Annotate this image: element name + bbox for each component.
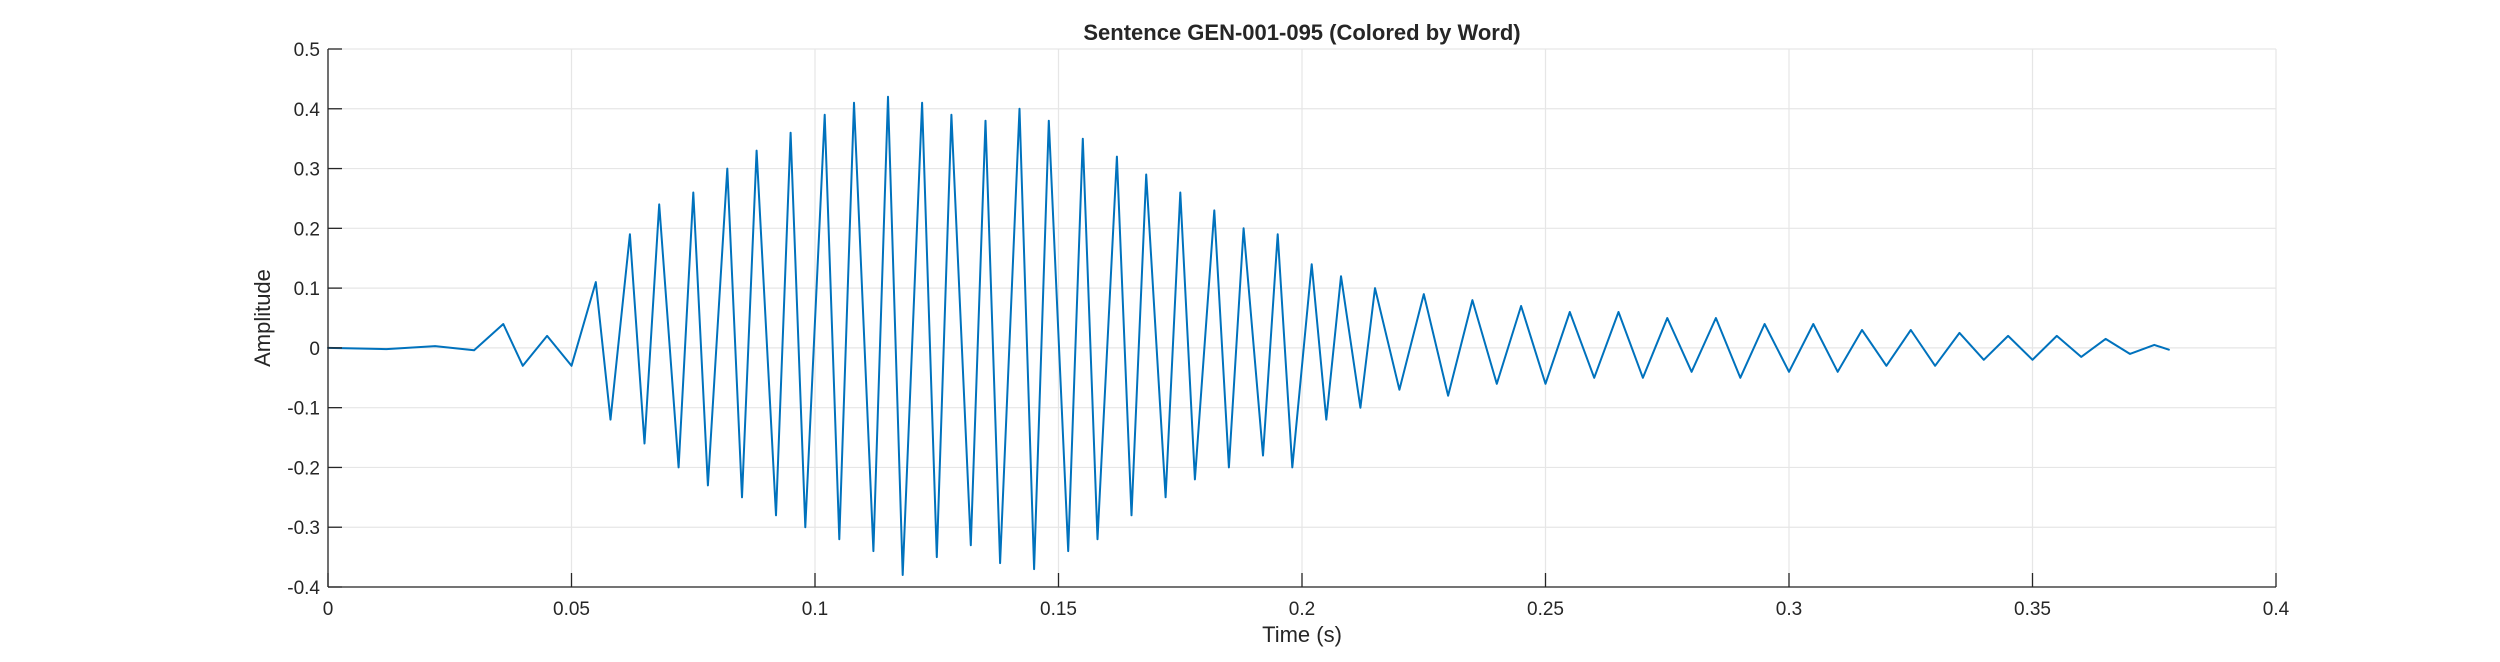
tick-labels: 0 0.05 0.1 0.15 0.2 0.25 0.3 0.35 0.4 -0.4 -0.3 -0.…: [287, 40, 2289, 620]
y-tick-label: -0.4: [287, 578, 320, 599]
y-tick-label: 0.4: [294, 100, 321, 121]
x-tick-label: 0.15: [1040, 599, 1077, 620]
x-axis-title: Time (s): [1262, 622, 1342, 647]
axes: [327, 48, 2277, 588]
y-tick-label: 0.5: [294, 40, 320, 61]
x-tick-label: 0.4: [2263, 599, 2290, 620]
x-tick-label: 0.1: [802, 599, 828, 620]
x-tick-label: 0.25: [1527, 599, 1564, 620]
waveform-line: [327, 95, 2170, 576]
y-tick-label: -0.2: [287, 458, 320, 479]
x-tick-label: 0.3: [1776, 599, 1802, 620]
y-axis-title: Amplitude: [250, 269, 275, 367]
x-tick-label: 0.05: [553, 599, 590, 620]
y-tick-label: -0.3: [287, 518, 320, 539]
y-tick-label: 0.3: [294, 160, 320, 181]
x-tick-label: 0: [323, 599, 334, 620]
series-layer: [327, 95, 2170, 576]
y-tick-label: 0.2: [294, 219, 320, 240]
x-tick-label: 0.35: [2014, 599, 2051, 620]
y-tick-label: -0.1: [287, 399, 320, 420]
chart-title: Sentence GEN-001-095 (Colored by Word): [1083, 20, 1520, 45]
grid: [327, 48, 2277, 588]
y-tick-label: 0.1: [294, 279, 320, 300]
y-tick-label: 0: [309, 339, 320, 360]
x-tick-label: 0.2: [1289, 599, 1315, 620]
